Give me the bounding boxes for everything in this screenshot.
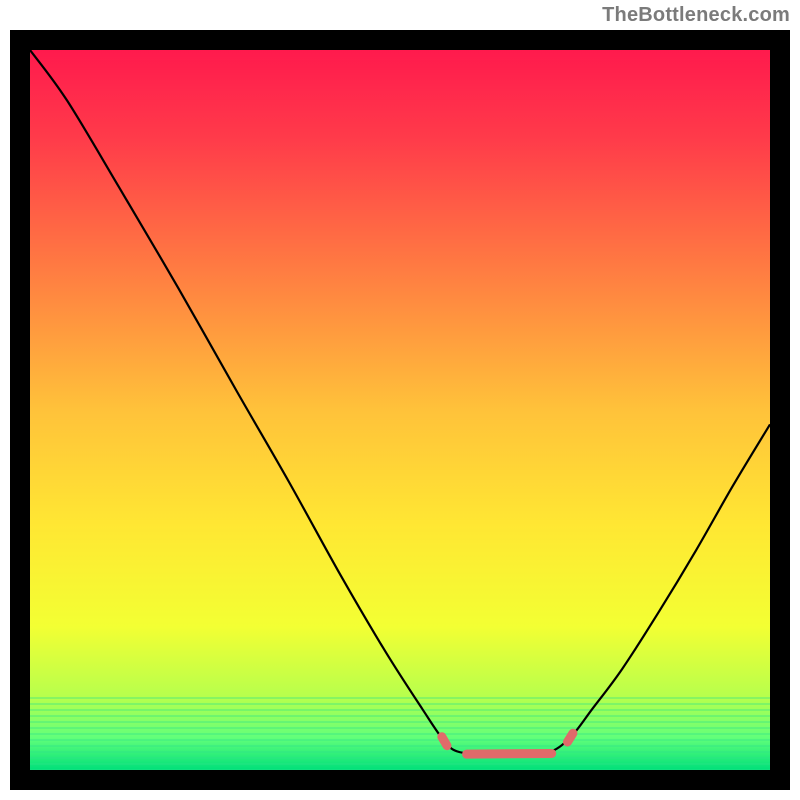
chart-svg bbox=[0, 0, 800, 800]
chart-container: TheBottleneck.com bbox=[0, 0, 800, 800]
watermark-text: TheBottleneck.com bbox=[602, 4, 790, 27]
